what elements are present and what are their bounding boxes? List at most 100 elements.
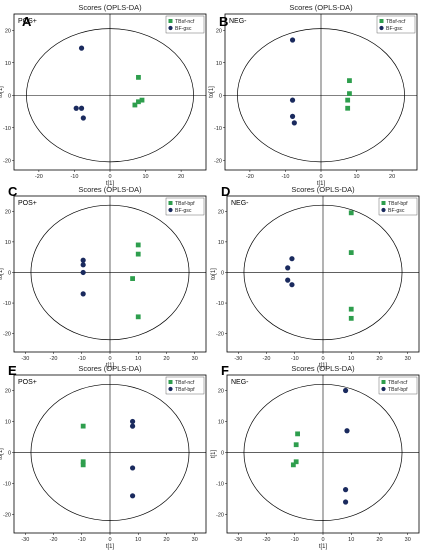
x-tick-label: -20 xyxy=(263,356,271,362)
x-tick-label: 30 xyxy=(405,537,411,543)
confidence-ellipse xyxy=(237,28,405,163)
x-tick-label: 0 xyxy=(319,174,322,180)
x-tick-label: 20 xyxy=(389,174,395,180)
panel-e: -30 -20 -10 0 10 20 30 -20 -10 0 10 20 t[1] to[1] Scor… xyxy=(0,363,207,550)
data-point-square xyxy=(348,306,354,312)
ion-mode-label: NEG- xyxy=(231,200,249,207)
x-tick-label: 20 xyxy=(178,174,184,180)
x-tick-label: -10 xyxy=(291,537,299,543)
data-point-square xyxy=(348,315,354,321)
data-point-square xyxy=(293,442,299,448)
panel-title: Scores (OPLS-DA) xyxy=(78,364,142,373)
x-tick-label: -30 xyxy=(234,537,242,543)
y-tick-label: -10 xyxy=(3,301,11,307)
y-axis-label: to[1] xyxy=(0,268,4,280)
panel-title: Scores (OPLS-DA) xyxy=(78,3,142,12)
x-tick-label: 10 xyxy=(142,174,148,180)
data-point-circle xyxy=(342,387,349,394)
panel-f: -30 -20 -10 0 10 20 30-20-1001020t[1]t[1]Score… xyxy=(211,363,420,550)
data-point-circle xyxy=(291,120,297,126)
data-point-circle xyxy=(289,282,295,288)
data-point-circle xyxy=(285,277,291,283)
y-tick-label: -10 xyxy=(216,301,224,307)
y-tick-label: 0 xyxy=(221,450,224,456)
panel-letter: D xyxy=(221,184,230,199)
x-tick-label: 0 xyxy=(321,356,324,362)
data-point-circle xyxy=(80,269,86,276)
x-axis-label: t[1] xyxy=(106,363,115,369)
data-point-square xyxy=(348,210,354,216)
confidence-ellipse xyxy=(243,383,403,521)
data-point-square xyxy=(290,462,296,468)
legend-square-icon xyxy=(381,380,386,384)
panel-title: Scores (OPLS-DA) xyxy=(78,185,142,194)
data-point-circle xyxy=(344,428,350,434)
data-point-square xyxy=(136,99,141,105)
x-tick-label: -20 xyxy=(50,356,58,362)
x-axis-label: t[1] xyxy=(106,544,115,550)
x-tick-label: 0 xyxy=(321,537,324,543)
legend-label: TBsf-bpf xyxy=(388,201,408,207)
data-point-square xyxy=(348,250,354,255)
legend-circle-icon xyxy=(168,386,173,392)
data-point-square xyxy=(80,459,86,465)
panel-c: -30 -20 -10 0 10 20 30 -20 -10 0 10 20 t[1] to[1] Scor… xyxy=(0,184,207,369)
y-tick-label: 10 xyxy=(218,240,224,246)
x-tick-label: -20 xyxy=(246,174,254,180)
y-tick-label: -10 xyxy=(3,481,11,487)
legend-box xyxy=(376,15,416,34)
legend-square-icon xyxy=(168,19,173,23)
data-point-circle xyxy=(80,257,86,263)
x-tick-label: -10 xyxy=(78,537,86,543)
panel-letter: F xyxy=(221,363,229,378)
confidence-ellipse xyxy=(243,204,403,341)
data-point-circle xyxy=(80,115,86,121)
x-tick-label: 10 xyxy=(348,356,354,362)
legend-box xyxy=(165,15,205,34)
x-tick-label: 0 xyxy=(108,537,111,543)
x-tick-label: -20 xyxy=(263,537,271,543)
legend-label: TBsf-ncf xyxy=(386,19,406,25)
ion-mode-label: NEG- xyxy=(231,379,249,386)
legend-square-icon xyxy=(379,19,384,23)
data-point-circle xyxy=(129,423,136,429)
panel-letter: C xyxy=(8,184,18,199)
y-axis-label: to[1] xyxy=(211,268,217,280)
data-point-square xyxy=(139,97,145,103)
x-tick-label: -10 xyxy=(281,174,289,180)
y-tick-label: 20 xyxy=(218,388,224,394)
panel-letter: E xyxy=(8,363,17,378)
data-point-circle xyxy=(129,493,136,499)
panel-title: Scores (OPLS-DA) xyxy=(291,364,355,373)
legend-label: BF-gsc xyxy=(175,26,192,32)
data-point-square xyxy=(347,78,352,84)
x-tick-label: -30 xyxy=(21,537,29,543)
y-tick-label: 20 xyxy=(218,209,224,215)
legend-label: BF-gsc xyxy=(386,26,403,32)
data-point-square xyxy=(295,431,300,437)
legend-label: TBsf-bpf xyxy=(175,201,195,207)
y-axis-label: to[1] xyxy=(0,86,4,98)
y-tick-label: 20 xyxy=(5,209,11,215)
y-axis-label: to[1] xyxy=(0,448,4,460)
x-tick-label: 10 xyxy=(348,537,354,543)
y-tick-label: -20 xyxy=(3,332,11,338)
data-point-circle xyxy=(285,265,291,271)
confidence-ellipse xyxy=(30,204,190,341)
x-axis-label: t[1] xyxy=(317,181,326,187)
data-point-square xyxy=(345,97,351,103)
data-point-square xyxy=(347,91,352,97)
panel-b: -20 -10 0 10 20 -20 -10 0 10 20 t[1] to[1] Scores (O… xyxy=(209,3,418,187)
panel-a: -20 -10 0 10 20 -20 -10 0 10 20 t[1] to[1] Scores (O… xyxy=(0,3,207,187)
legend-box xyxy=(165,197,205,216)
y-tick-label: -20 xyxy=(214,158,222,164)
panel-title: Scores (OPLS-DA) xyxy=(291,185,355,194)
y-tick-label: 0 xyxy=(8,93,11,99)
y-tick-label: 20 xyxy=(216,28,222,34)
panel-letter: B xyxy=(219,14,228,29)
